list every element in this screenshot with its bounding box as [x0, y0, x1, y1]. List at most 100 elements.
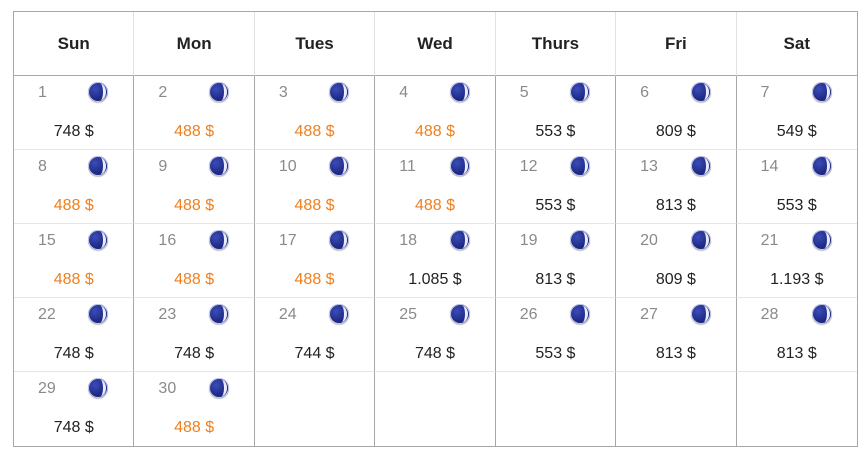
day-price: 809 $	[655, 271, 696, 288]
calendar-day-cell[interactable]: 10 488 $	[254, 150, 376, 224]
moon-night-icon	[88, 82, 109, 102]
day-price: 809 $	[655, 123, 696, 140]
moon-night-icon	[690, 230, 711, 250]
day-price: 813 $	[655, 197, 696, 214]
calendar-day-cell[interactable]: 5 553 $	[495, 76, 617, 150]
calendar-day-cell[interactable]: 11 488 $	[375, 150, 496, 224]
calendar-day-cell[interactable]: 21 1.193 $	[736, 224, 857, 298]
day-number: 22	[38, 306, 56, 323]
calendar-day-cell[interactable]: 16 488 $	[134, 224, 255, 298]
moon-night-icon	[570, 304, 591, 324]
day-number: 2	[158, 84, 168, 101]
day-price: 748 $	[414, 345, 456, 362]
day-number: 21	[760, 232, 779, 249]
day-number: 15	[38, 232, 56, 249]
calendar-day-cell[interactable]: 13 813 $	[616, 150, 737, 224]
day-price: 748 $	[53, 123, 94, 140]
calendar-day-cell[interactable]: 2 488 $	[134, 76, 255, 150]
moon-night-icon	[88, 304, 109, 324]
moon-night-icon	[449, 304, 470, 324]
day-number: 13	[640, 158, 658, 175]
day-number: 14	[760, 158, 779, 175]
day-number: 8	[38, 158, 47, 175]
day-price: 488 $	[53, 197, 94, 214]
moon-night-icon	[570, 230, 591, 250]
calendar-day-cell[interactable]: 27 813 $	[616, 298, 737, 372]
calendar-day-cell[interactable]: 1 748 $	[14, 76, 135, 150]
day-number: 10	[278, 158, 297, 175]
day-price: 488 $	[174, 419, 215, 436]
day-number: 29	[38, 380, 56, 397]
weekday-header-fri: Fri	[616, 12, 737, 76]
weekday-header-thu: Thurs	[495, 12, 617, 76]
moon-night-icon	[329, 156, 350, 176]
calendar-day-cell[interactable]: 30 488 $	[134, 372, 255, 446]
calendar-day-cell[interactable]: 12 553 $	[495, 150, 617, 224]
day-number: 11	[399, 158, 416, 175]
day-price: 748 $	[53, 345, 94, 362]
calendar-day-cell[interactable]: 6 809 $	[616, 76, 737, 150]
moon-night-icon	[812, 304, 832, 324]
moon-night-icon	[208, 378, 229, 398]
day-price: 488 $	[294, 197, 335, 214]
day-price: 553 $	[535, 123, 576, 140]
day-price: 488 $	[414, 197, 456, 214]
day-price: 553 $	[776, 197, 817, 214]
moon-night-icon	[570, 156, 591, 176]
day-price: 549 $	[776, 123, 817, 140]
day-price: 748 $	[174, 345, 215, 362]
moon-night-icon	[208, 304, 229, 324]
moon-night-icon	[208, 82, 229, 102]
weekday-header-mon: Mon	[134, 12, 255, 76]
moon-night-icon	[449, 82, 470, 102]
day-price: 488 $	[174, 123, 215, 140]
calendar-day-cell[interactable]: 20 809 $	[616, 224, 737, 298]
moon-night-icon	[329, 82, 350, 102]
calendar-day-cell[interactable]: 18 1.085 $	[375, 224, 496, 298]
day-number: 12	[519, 158, 538, 175]
day-number: 5	[519, 84, 529, 101]
calendar-day-cell[interactable]: 4 488 $	[375, 76, 496, 150]
calendar-day-cell[interactable]: 28 813 $	[736, 298, 857, 372]
day-price: 553 $	[535, 197, 576, 214]
calendar-day-cell[interactable]: 15 488 $	[14, 224, 135, 298]
weekday-header-sat: Sat	[736, 12, 857, 76]
moon-night-icon	[812, 82, 832, 102]
weekday-header-wed: Wed	[375, 12, 496, 76]
day-number: 7	[760, 84, 770, 101]
calendar-day-cell[interactable]: 3 488 $	[254, 76, 376, 150]
empty-day-cell	[375, 372, 496, 446]
day-number: 20	[640, 232, 658, 249]
day-number: 16	[158, 232, 177, 249]
day-price: 748 $	[53, 419, 94, 436]
day-number: 19	[519, 232, 538, 249]
calendar-day-cell[interactable]: 17 488 $	[254, 224, 376, 298]
empty-day-cell	[496, 372, 617, 446]
calendar-day-cell[interactable]: 23 748 $	[134, 298, 255, 372]
moon-night-icon	[449, 156, 470, 176]
day-number: 9	[158, 158, 168, 175]
moon-night-icon	[570, 82, 591, 102]
calendar-day-cell[interactable]: 14 553 $	[736, 150, 857, 224]
calendar-day-cell[interactable]: 29 748 $	[14, 372, 135, 446]
day-price: 488 $	[174, 197, 215, 214]
calendar-day-cell[interactable]: 24 744 $	[254, 298, 376, 372]
moon-night-icon	[812, 230, 832, 250]
day-price: 813 $	[655, 345, 696, 362]
calendar-day-cell[interactable]: 19 813 $	[495, 224, 617, 298]
calendar-day-cell[interactable]: 25 748 $	[375, 298, 496, 372]
calendar-day-cell[interactable]: 26 553 $	[495, 298, 617, 372]
calendar-day-cell[interactable]: 9 488 $	[134, 150, 255, 224]
moon-night-icon	[449, 230, 470, 250]
day-price: 813 $	[776, 345, 817, 362]
moon-night-icon	[329, 230, 350, 250]
day-price: 488 $	[53, 271, 94, 288]
calendar-day-cell[interactable]: 7 549 $	[736, 76, 857, 150]
day-number: 4	[399, 84, 409, 101]
day-number: 3	[278, 84, 288, 101]
day-number: 24	[278, 306, 297, 323]
calendar-day-cell[interactable]: 22 748 $	[14, 298, 135, 372]
day-number: 1	[38, 84, 47, 101]
moon-night-icon	[208, 230, 229, 250]
calendar-day-cell[interactable]: 8 488 $	[14, 150, 135, 224]
